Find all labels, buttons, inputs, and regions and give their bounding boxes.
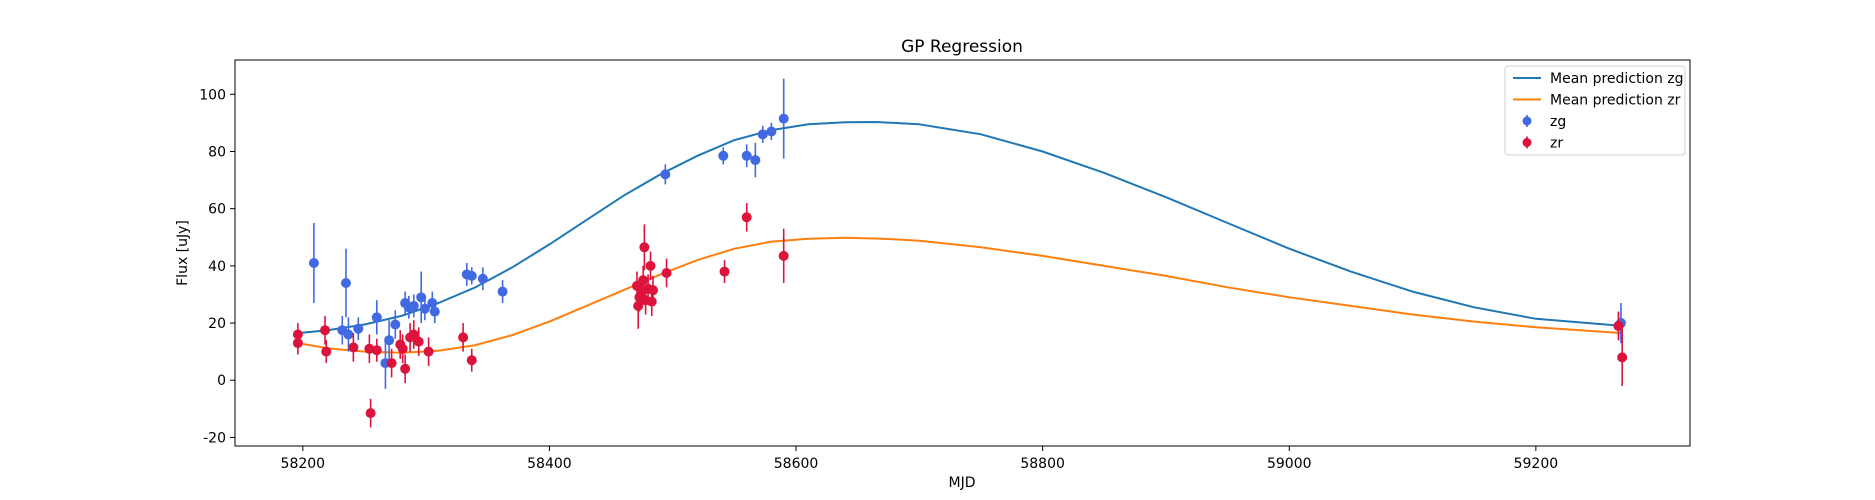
data-point <box>458 332 469 343</box>
x-tick-label: 58200 <box>281 456 326 472</box>
data-point <box>661 268 672 279</box>
data-point <box>1613 320 1624 331</box>
data-point <box>466 355 477 366</box>
data-point <box>390 319 401 330</box>
data-point <box>466 270 477 281</box>
plot-area <box>234 59 1691 447</box>
y-tick-label: 60 <box>208 202 226 218</box>
prediction-line-zg <box>297 121 1623 335</box>
y-tick-label: 100 <box>199 87 226 103</box>
data-point <box>718 150 729 161</box>
data-point <box>645 260 656 271</box>
data-point <box>757 129 768 140</box>
x-tick-label: 59200 <box>1514 456 1559 472</box>
x-tick-label: 59000 <box>1267 456 1312 472</box>
data-point <box>1617 352 1628 363</box>
data-point <box>741 212 752 223</box>
chart-title: GP Regression <box>901 37 1023 57</box>
data-point <box>419 303 430 314</box>
data-point <box>750 155 761 166</box>
x-axis: 58200 58400 58600 58800 59000 59200 <box>281 446 1559 472</box>
legend-point-swatch <box>1522 116 1532 126</box>
axes-frame <box>234 59 1691 447</box>
data-point <box>386 358 397 369</box>
y-tick-label: -20 <box>203 430 226 446</box>
data-point <box>348 342 359 353</box>
x-tick-label: 58400 <box>527 456 572 472</box>
x-tick-label: 58600 <box>774 456 819 472</box>
legend-label: Mean prediction zg <box>1550 71 1684 87</box>
data-point <box>416 292 427 303</box>
data-point <box>371 312 382 323</box>
data-point <box>321 346 332 357</box>
data-point <box>477 273 488 284</box>
data-point <box>766 126 777 137</box>
legend-box <box>1504 65 1686 156</box>
data-point <box>646 296 657 307</box>
data-point <box>408 300 419 311</box>
data-point <box>633 300 644 311</box>
data-point <box>778 113 789 124</box>
data-point <box>639 242 650 253</box>
legend-label: Mean prediction zr <box>1550 93 1681 109</box>
data-point <box>741 150 752 161</box>
x-axis-title: MJD <box>949 475 976 491</box>
data-point <box>660 169 671 180</box>
legend-label: zg <box>1550 114 1566 130</box>
data-point <box>638 275 649 286</box>
legend-label: zr <box>1550 136 1563 152</box>
data-point <box>364 343 375 354</box>
y-tick-label: 80 <box>208 144 226 160</box>
data-point <box>320 325 331 336</box>
data-point <box>340 278 351 289</box>
legend: Mean prediction zg Mean prediction zr zg zr <box>1504 65 1686 156</box>
data-point <box>497 286 508 297</box>
y-tick-label: 0 <box>217 373 226 389</box>
data-point <box>384 335 395 346</box>
data-point <box>397 343 408 354</box>
data-point <box>408 329 419 340</box>
data-point <box>400 363 411 374</box>
data-point <box>427 298 438 309</box>
data-point <box>423 346 434 357</box>
data-point <box>413 336 424 347</box>
data-point <box>343 329 354 340</box>
y-tick-label: 20 <box>208 316 226 332</box>
x-tick-label: 58800 <box>1020 456 1065 472</box>
data-point <box>365 408 376 419</box>
data-point <box>719 266 730 277</box>
plot-content <box>292 78 1628 428</box>
data-point <box>778 250 789 261</box>
data-point <box>648 285 659 296</box>
y-axis: -20 0 20 40 60 80 100 <box>199 87 235 446</box>
data-point <box>371 345 382 356</box>
y-tick-label: 40 <box>208 259 226 275</box>
data-point <box>292 338 303 349</box>
series-zr <box>292 202 1628 428</box>
legend-point-swatch <box>1522 138 1532 147</box>
data-point <box>429 306 440 317</box>
y-axis-title: Flux [uJy] <box>175 220 191 286</box>
data-point <box>308 258 319 269</box>
data-point <box>353 323 364 334</box>
